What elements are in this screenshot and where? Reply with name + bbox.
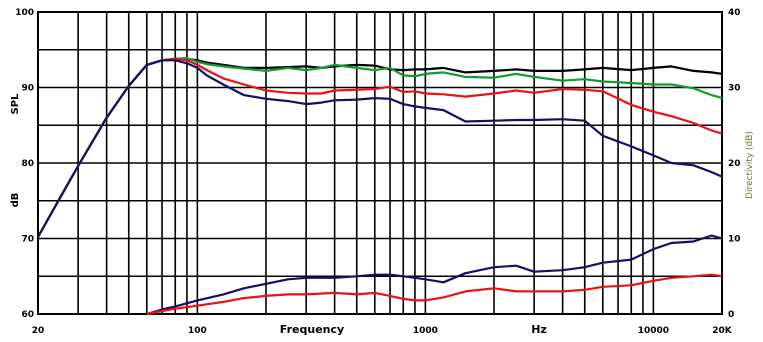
series-line-2 — [37, 56, 723, 238]
labels-layer: Frequency Hz SPL dB Directivity (dB) 20 1… — [10, 8, 755, 336]
grid — [37, 11, 723, 315]
y-axis-title-spl: SPL — [10, 93, 21, 115]
series-line-4 — [37, 59, 723, 238]
x-tick-label: 1000 — [413, 326, 438, 336]
y-tick-label: 80 — [21, 159, 34, 169]
x-tick-label: 20K — [712, 326, 733, 336]
y-tick-label: 90 — [21, 84, 34, 94]
y2-axis-title-directivity: Directivity (dB) — [745, 131, 755, 199]
y-axis-title-db: dB — [10, 193, 21, 208]
x-axis-title-hz: Hz — [531, 323, 547, 336]
x-tick-label: 10000 — [638, 326, 669, 336]
x-tick-label: 100 — [188, 326, 207, 336]
y2-tick-label: 0 — [728, 310, 734, 320]
x-axis-title-frequency: Frequency — [280, 323, 344, 336]
series-layer — [37, 56, 723, 316]
x-tick-label: 20 — [32, 326, 45, 336]
y-tick-label: 60 — [21, 310, 34, 320]
series-line-3 — [37, 57, 723, 238]
y2-tick-label: 10 — [728, 235, 741, 245]
series-line-1 — [37, 57, 723, 238]
series-line-6 — [146, 273, 723, 316]
y2-tick-label: 30 — [728, 84, 741, 94]
plot-frame — [37, 11, 723, 315]
y-tick-label: 70 — [21, 235, 34, 245]
y-tick-label: 100 — [15, 8, 34, 18]
y2-tick-label: 20 — [728, 159, 741, 169]
y2-tick-label: 40 — [728, 8, 741, 18]
series-line-5 — [146, 234, 723, 316]
